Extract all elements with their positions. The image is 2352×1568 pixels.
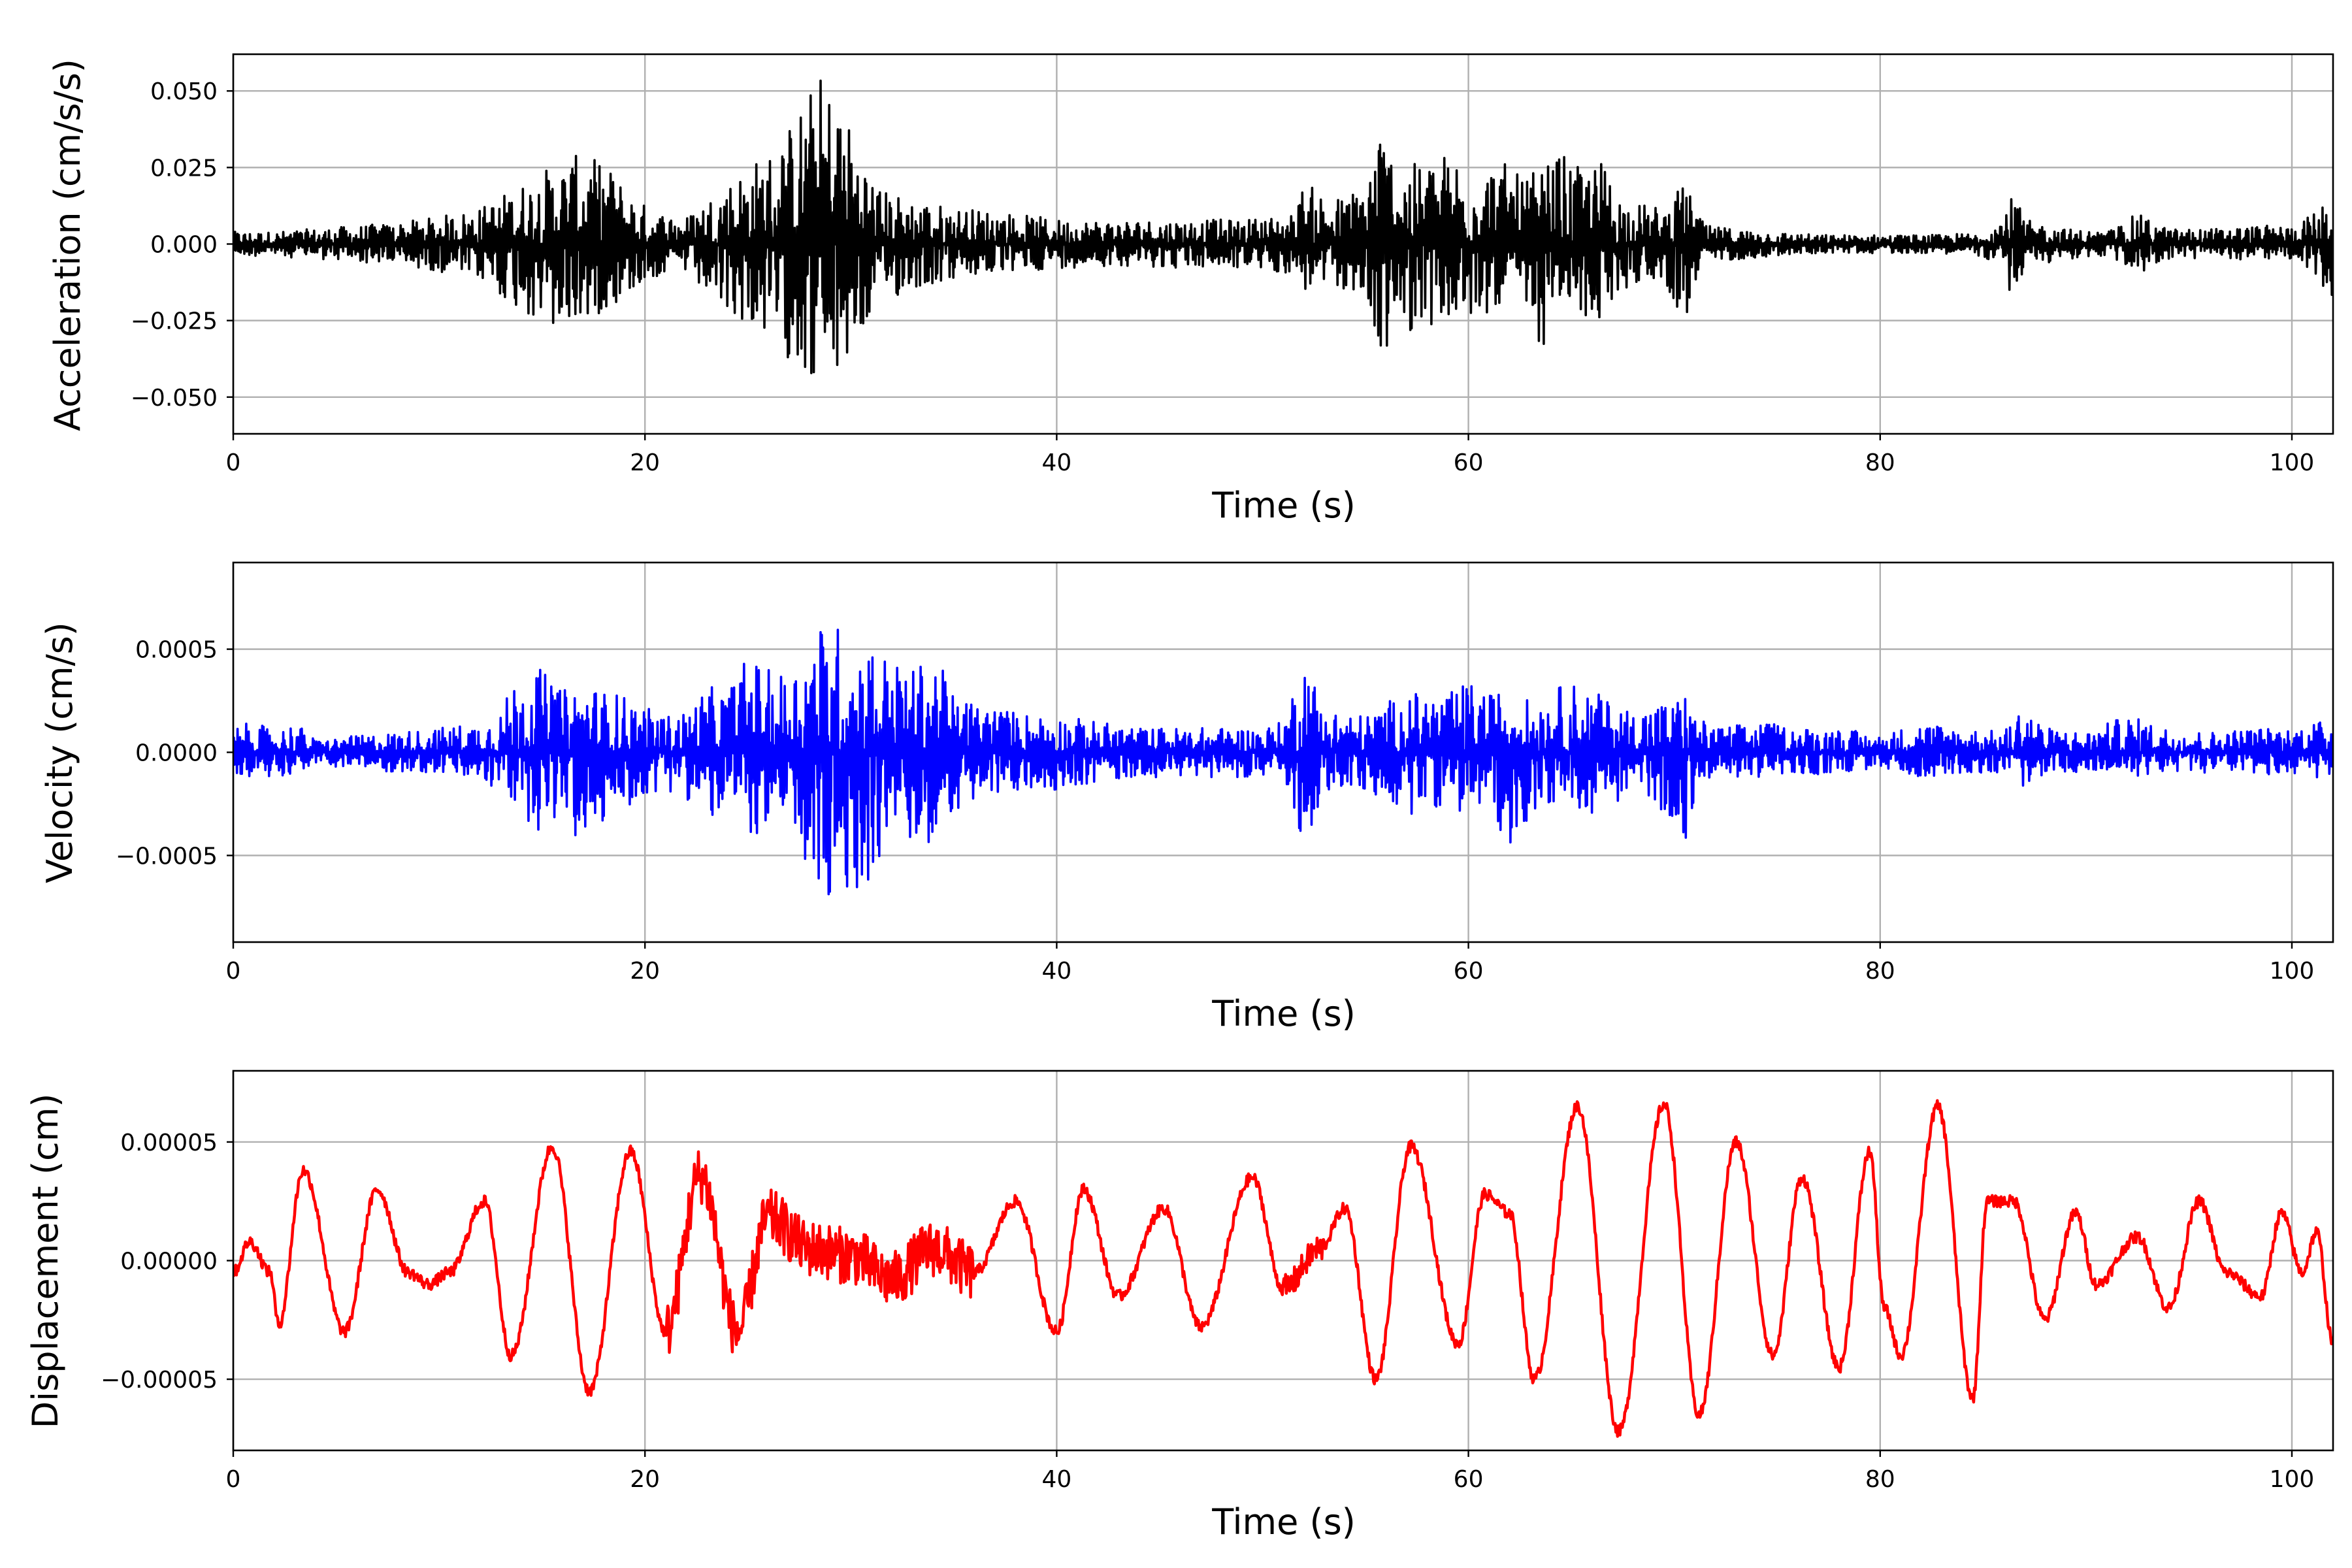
acceleration-x-tick-label: 20 [630, 449, 660, 476]
velocity-x-tick-label: 20 [630, 958, 660, 985]
acceleration-x-tick-label: 80 [1865, 449, 1895, 476]
displacement-series-line [233, 1099, 2333, 1438]
velocity-series-line [233, 629, 2333, 896]
velocity-x-tick-label: 60 [1454, 958, 1484, 985]
acceleration-x-tick-label: 40 [1041, 449, 1071, 476]
acceleration-panel: Acceleration (cm/s/s) Time (s) 0 20 40 60 80… [47, 53, 2334, 526]
velocity-x-axis-label: Time (s) [1211, 993, 1356, 1034]
acceleration-y-tick-label: 0.050 [150, 78, 218, 105]
acceleration-x-tick-label: 60 [1454, 449, 1484, 476]
acceleration-x-axis-label: Time (s) [1211, 485, 1356, 526]
velocity-x-tick-label: 80 [1865, 958, 1895, 985]
displacement-x-axis-label: Time (s) [1211, 1501, 1356, 1543]
displacement-y-tick-label: −0.00005 [101, 1367, 218, 1394]
acceleration-y-axis-label: Acceleration (cm/s/s) [47, 59, 88, 431]
velocity-y-tick-label: 0.0000 [135, 740, 218, 767]
displacement-y-tick-label: 0.00000 [120, 1249, 218, 1275]
acceleration-y-tick-label: 0.025 [150, 155, 218, 182]
acceleration-y-tick-label: −0.025 [131, 308, 218, 335]
velocity-panel: Velocity (cm/s) Time (s) 0 20 40 60 80 100 −0.… [39, 561, 2334, 1034]
acceleration-x-tick-label: 0 [226, 449, 241, 476]
velocity-y-tick-label: 0.0005 [135, 637, 218, 664]
displacement-x-tick-label: 20 [630, 1466, 660, 1493]
velocity-y-axis-label: Velocity (cm/s) [39, 622, 80, 883]
acceleration-series-line [233, 79, 2333, 374]
velocity-x-tick-label: 100 [2270, 958, 2315, 985]
velocity-x-tick-label: 40 [1041, 958, 1071, 985]
acceleration-y-tick-label: −0.050 [131, 385, 218, 412]
velocity-y-tick-label: −0.0005 [116, 843, 218, 870]
acceleration-x-tick-label: 100 [2270, 449, 2315, 476]
displacement-x-tick-label: 60 [1454, 1466, 1484, 1493]
displacement-y-axis-label: Displacement (cm) [25, 1094, 66, 1429]
displacement-y-tick-label: 0.00005 [120, 1130, 218, 1156]
velocity-x-tick-label: 0 [226, 958, 241, 985]
displacement-x-tick-label: 100 [2270, 1466, 2315, 1493]
displacement-x-tick-label: 80 [1865, 1466, 1895, 1493]
displacement-x-tick-label: 40 [1041, 1466, 1071, 1493]
displacement-panel: Displacement (cm) Time (s) 0 20 40 60 80 100 −… [25, 1070, 2334, 1543]
acceleration-y-tick-label: 0.000 [150, 232, 218, 259]
displacement-x-tick-label: 0 [226, 1466, 241, 1493]
